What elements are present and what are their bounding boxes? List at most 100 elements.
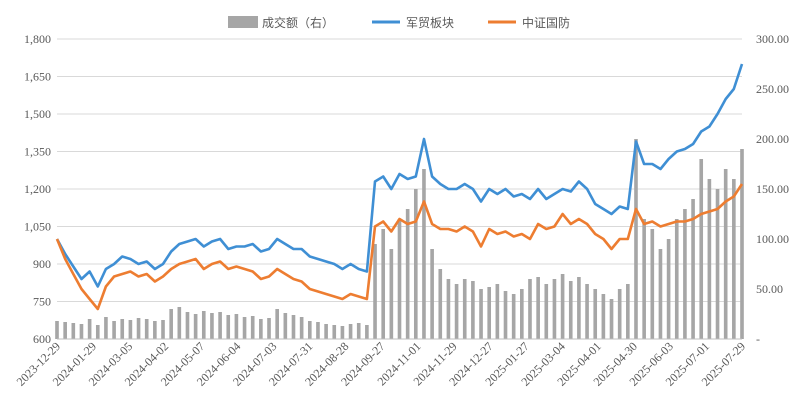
volume-bar	[495, 284, 500, 339]
legend-volume-label: 成交额（右）	[262, 15, 334, 30]
volume-bar	[373, 244, 377, 339]
volume-bar	[324, 324, 328, 339]
legend-index-label: 中证国防	[522, 15, 570, 30]
volume-bar	[438, 269, 443, 339]
volume-bar	[723, 169, 728, 339]
volume-bar	[715, 189, 720, 339]
volume-bar	[626, 284, 630, 339]
series-line	[55, 183, 744, 311]
volume-bar	[153, 321, 157, 339]
right-tick-label: 50.00	[756, 282, 783, 296]
volume-bar	[454, 284, 459, 339]
volume-bar	[609, 299, 614, 339]
volume-bar	[218, 312, 222, 339]
volume-bar	[593, 289, 598, 339]
series-line	[55, 63, 744, 288]
volume-bar	[389, 249, 394, 339]
legend-sector-label: 军贸板块	[406, 16, 454, 30]
volume-bar	[511, 294, 516, 339]
volume-bar	[87, 319, 92, 339]
left-tick-label: 600	[33, 332, 51, 346]
volume-bar	[291, 315, 296, 339]
volume-bar	[185, 312, 190, 339]
volume-bar	[381, 229, 386, 339]
volume-bar	[544, 284, 549, 339]
volume-bar	[479, 289, 483, 339]
volume-bar	[275, 309, 279, 339]
right-axis: - 50.00 100.00 150.00 200.00 250.00 300.00	[756, 32, 789, 346]
volume-bar	[307, 321, 312, 339]
volume-bar	[177, 307, 182, 339]
volume-bar	[430, 249, 434, 339]
volume-bar	[462, 279, 467, 339]
volume-bar	[666, 239, 671, 339]
volume-bar	[79, 324, 84, 339]
volume-bar	[144, 319, 149, 339]
volume-bar	[691, 199, 695, 339]
right-tick-label: 150.00	[756, 182, 789, 196]
volume-bar	[95, 325, 100, 339]
volume-bar	[226, 315, 231, 339]
volume-bar	[120, 319, 125, 339]
volume-bar	[422, 169, 426, 339]
series-lines	[55, 63, 744, 311]
volume-bar	[242, 317, 247, 339]
volume-bar	[128, 320, 133, 339]
volume-bar	[707, 179, 712, 339]
volume-bar	[732, 179, 736, 339]
volume-bar	[136, 318, 141, 339]
volume-bar	[259, 319, 263, 339]
volume-bar	[683, 209, 687, 339]
volume-bar	[405, 209, 410, 339]
volume-bar	[503, 291, 508, 339]
volume-bar	[283, 313, 288, 339]
volume-bar	[63, 322, 67, 339]
volume-bar	[642, 219, 646, 339]
volume-bar	[348, 324, 353, 339]
volume-bar	[674, 219, 679, 339]
volume-bar	[658, 249, 663, 339]
volume-bar	[650, 229, 655, 339]
right-tick-label: 100.00	[756, 232, 789, 246]
left-tick-label: 1,050	[24, 220, 51, 234]
volume-bar	[250, 316, 255, 339]
volume-bar	[471, 281, 475, 339]
volume-bar	[112, 321, 116, 339]
x-axis: 2023-12-292024-01-292024-03-052024-04-02…	[14, 338, 748, 389]
volume-bar	[617, 289, 622, 339]
volume-bar	[71, 323, 76, 339]
volume-bar	[340, 326, 345, 339]
volume-bar	[356, 323, 361, 339]
volume-bar	[210, 313, 214, 339]
volume-bar	[699, 159, 704, 339]
right-tick-label: 300.00	[756, 32, 789, 46]
volume-bar	[740, 149, 744, 339]
volume-bar	[528, 279, 532, 339]
volume-bar	[446, 279, 451, 339]
volume-bar	[193, 314, 198, 339]
volume-bar	[365, 325, 369, 339]
volume-bar	[568, 281, 573, 339]
volume-bar	[397, 219, 402, 339]
volume-bar	[332, 325, 337, 339]
right-tick-label: 250.00	[756, 82, 789, 96]
volume-bar	[634, 139, 638, 339]
volume-bar	[267, 318, 271, 339]
volume-bar	[169, 309, 173, 339]
volume-bar	[552, 279, 557, 339]
legend: 成交额（右） 军贸板块 中证国防	[228, 15, 570, 30]
left-tick-label: 1,200	[24, 182, 51, 196]
volume-bar	[520, 289, 524, 339]
volume-bar	[55, 321, 59, 339]
left-tick-label: 750	[33, 295, 51, 309]
volume-bar	[234, 314, 239, 339]
volume-bar	[487, 287, 492, 339]
volume-bar	[560, 274, 565, 339]
volume-bar	[201, 311, 206, 339]
right-tick-label: -	[756, 332, 760, 346]
volume-bar	[577, 277, 581, 339]
volume-bars	[55, 139, 744, 339]
left-tick-label: 900	[33, 257, 51, 271]
volume-bar	[413, 189, 418, 339]
